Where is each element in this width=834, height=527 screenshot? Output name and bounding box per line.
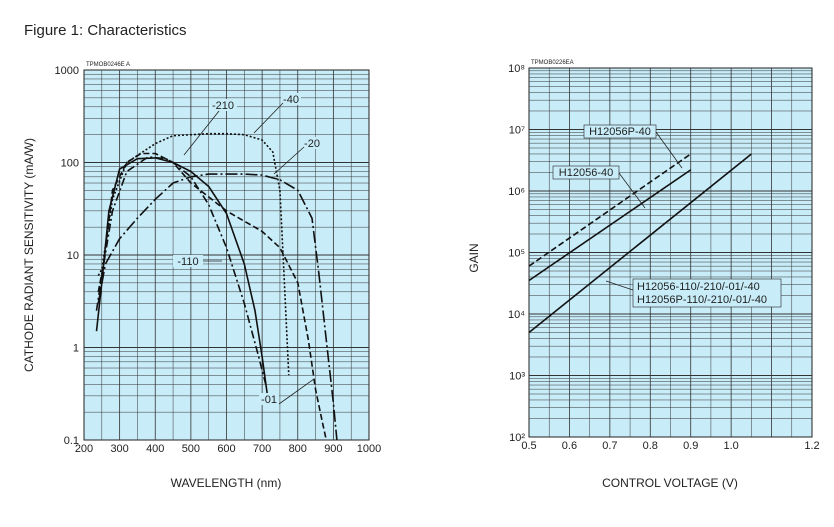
x-tick-label: 700	[253, 443, 271, 455]
curve-label-h12056p-110: H12056P-110/-210/-01/-40	[637, 294, 767, 306]
y-tick-label: 100	[61, 158, 79, 170]
sensitivity-axis-label: CATHODE RADIANT SENSITIVITY (mA/W)	[22, 138, 36, 372]
x-tick-label: 1.2	[804, 440, 819, 452]
x-tick-label: 0.6	[562, 440, 577, 452]
curve-label-20: -20	[304, 138, 320, 150]
x-tick-label: 0.8	[643, 440, 658, 452]
y-tick-label: 10²	[509, 432, 525, 444]
x-tick-label: 600	[217, 443, 235, 455]
curve-label-210: -210	[212, 100, 234, 112]
control-voltage-axis-label: CONTROL VOLTAGE (V)	[602, 476, 738, 490]
x-tick-label: 1000	[357, 443, 381, 455]
y-tick-label: 1000	[55, 65, 79, 77]
gain-axis-label: GAIN	[467, 243, 481, 272]
x-tick-label: 1.0	[723, 440, 738, 452]
curve-label-01: -01	[261, 394, 277, 406]
y-tick-label: 10⁶	[508, 186, 525, 198]
y-tick-label: 10	[67, 250, 79, 262]
x-tick-label: 500	[182, 443, 200, 455]
y-tick-label: 10³	[509, 371, 525, 383]
x-tick-label: 800	[289, 443, 307, 455]
x-tick-label: 0.9	[683, 440, 698, 452]
x-tick-label: 200	[75, 443, 93, 455]
series-line-40	[97, 132, 290, 376]
x-tick-label: 0.5	[521, 440, 536, 452]
gain-series-line	[528, 153, 752, 334]
spectral-chart-code: TPMOB0246E A	[86, 62, 130, 68]
curve-label-h12056-110: H12056-110/-210/-01/-40	[637, 281, 760, 293]
x-tick-label: 400	[146, 443, 164, 455]
series-line-210	[97, 152, 328, 441]
curve-label-h12056-40: H12056-40	[559, 167, 613, 179]
x-tick-label: 900	[324, 443, 342, 455]
series-line-20	[97, 173, 338, 441]
y-tick-label: 1	[73, 343, 79, 355]
x-tick-label: 0.7	[602, 440, 617, 452]
wavelength-axis-label: WAVELENGTH (nm)	[171, 476, 282, 490]
x-tick-label: 300	[110, 443, 128, 455]
curve-label-110: -110	[177, 256, 198, 268]
y-tick-label: 0.1	[64, 435, 79, 447]
gain-series-line	[528, 153, 692, 267]
curve-label-40: -40	[283, 94, 299, 106]
gain-chart: 0.5 0.6 0.7 0.8 0.9 1.0 1.2 10² 10³ 10⁴ 10⁵ 10⁶ 10⁷ 1…	[467, 60, 820, 490]
figure-title: Figure 1: Characteristics	[24, 22, 187, 39]
series-line-01	[95, 157, 269, 397]
y-tick-label: 10⁴	[508, 309, 525, 321]
y-tick-label: 10⁸	[508, 63, 525, 75]
y-tick-label: 10⁵	[508, 248, 525, 260]
gain-chart-code: TPMOB0226EA	[531, 60, 574, 66]
y-tick-label: 10⁷	[509, 125, 525, 137]
gain-series-line	[528, 169, 692, 282]
curve-label-h12056p-40: H12056P-40	[589, 126, 651, 138]
spectral-response-chart: 200 300 400 500 600 700 800 900 1000 0.1 1 10 100 100…	[22, 62, 381, 490]
